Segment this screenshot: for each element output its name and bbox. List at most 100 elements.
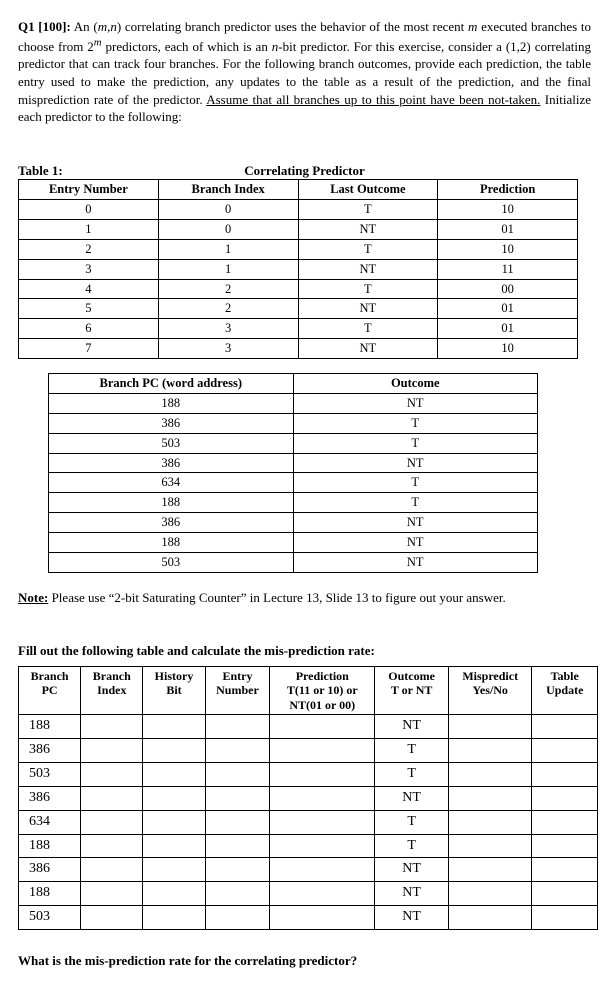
table-row: 188NT [19, 882, 598, 906]
table-cell [448, 810, 532, 834]
table-cell [448, 858, 532, 882]
table-cell [81, 786, 143, 810]
problem-statement: Q1 [100]: An (m,n) correlating branch pr… [18, 18, 591, 126]
table-row: 42T00 [19, 279, 578, 299]
table-cell: NT [293, 393, 538, 413]
table-cell [205, 762, 270, 786]
table-cell [270, 810, 375, 834]
table-cell: NT [375, 715, 449, 739]
table-cell: 10 [438, 339, 578, 359]
table-cell [81, 834, 143, 858]
t3-h-bi: BranchIndex [81, 666, 143, 714]
table-cell [448, 882, 532, 906]
table-cell: 2 [158, 299, 298, 319]
table-cell: 2 [19, 239, 159, 259]
table-cell: 3 [158, 319, 298, 339]
table-row: 63T01 [19, 319, 578, 339]
t1-h0: Entry Number [19, 180, 159, 200]
table-cell [143, 858, 205, 882]
table-cell: NT [298, 299, 438, 319]
table-cell [270, 738, 375, 762]
table-cell [532, 762, 598, 786]
table-row: 386NT [19, 858, 598, 882]
table-cell [532, 834, 598, 858]
note-line: Note: Please use “2-bit Saturating Count… [18, 589, 591, 607]
table-cell: 5 [19, 299, 159, 319]
table-cell: 188 [49, 493, 294, 513]
table-cell: T [298, 279, 438, 299]
table-cell: 1 [158, 239, 298, 259]
t3-h-mis: MispredictYes/No [448, 666, 532, 714]
table-cell [81, 858, 143, 882]
table-cell [143, 715, 205, 739]
table-cell [532, 906, 598, 930]
table-cell: NT [375, 882, 449, 906]
table-cell: T [298, 319, 438, 339]
table-cell [81, 762, 143, 786]
table-cell: 386 [49, 453, 294, 473]
table-cell: T [375, 738, 449, 762]
table-cell [205, 715, 270, 739]
table1-caption-left: Table 1: [18, 162, 138, 180]
table-row: 503 T [19, 762, 598, 786]
table-cell [270, 882, 375, 906]
table-cell: T [375, 834, 449, 858]
table-cell: T [298, 200, 438, 220]
table-cell [270, 786, 375, 810]
table-cell [532, 715, 598, 739]
table-cell [143, 882, 205, 906]
table-cell [205, 882, 270, 906]
table-cell: 188 [49, 533, 294, 553]
table-row: 52NT01 [19, 299, 578, 319]
table-cell: NT [375, 906, 449, 930]
table-cell: T [298, 239, 438, 259]
table-row: 503NT [19, 906, 598, 930]
table-cell: 188 [19, 715, 81, 739]
table-cell: 0 [158, 219, 298, 239]
table-cell [205, 810, 270, 834]
note-prefix: Note: [18, 590, 48, 605]
table-cell: T [293, 473, 538, 493]
table-cell: 503 [19, 762, 81, 786]
table-cell: 386 [19, 786, 81, 810]
table-cell [270, 906, 375, 930]
table-cell [205, 738, 270, 762]
table2-header-row: Branch PC (word address) Outcome [49, 374, 538, 394]
table-cell: 4 [19, 279, 159, 299]
t3-h-out: OutcomeT or NT [375, 666, 449, 714]
table-cell [81, 882, 143, 906]
t1-h3: Prediction [438, 180, 578, 200]
t3-h-upd: TableUpdate [532, 666, 598, 714]
table-cell [448, 786, 532, 810]
table-cell [270, 834, 375, 858]
note-text: Please use “2-bit Saturating Counter” in… [48, 590, 505, 605]
table-cell [143, 786, 205, 810]
table-row: 188T [49, 493, 538, 513]
table-cell: NT [293, 453, 538, 473]
table-cell: 503 [49, 433, 294, 453]
t2-h1: Outcome [293, 374, 538, 394]
table-cell [205, 906, 270, 930]
table-cell: NT [293, 513, 538, 533]
table-row: 21T10 [19, 239, 578, 259]
answer-table: BranchPC BranchIndex HistoryBit EntryNum… [18, 666, 598, 930]
table-cell: 188 [49, 393, 294, 413]
table1-header-row: Entry Number Branch Index Last Outcome P… [19, 180, 578, 200]
t3-h-pred: PredictionT(11 or 10) orNT(01 or 00) [270, 666, 375, 714]
table-cell: 01 [438, 219, 578, 239]
table-cell [270, 762, 375, 786]
table-cell: 00 [438, 279, 578, 299]
table-row: 503NT [49, 552, 538, 572]
table-row: 73NT10 [19, 339, 578, 359]
t3-h-hb: HistoryBit [143, 666, 205, 714]
table-row: 386T [19, 738, 598, 762]
table-cell: NT [375, 858, 449, 882]
t1-h2: Last Outcome [298, 180, 438, 200]
table1-caption: Table 1: Correlating Predictor [18, 162, 591, 180]
table-cell [532, 738, 598, 762]
table1-caption-center: Correlating Predictor [138, 162, 591, 180]
table-row: 188 NT [19, 715, 598, 739]
table-cell: 386 [49, 513, 294, 533]
table-cell: 2 [158, 279, 298, 299]
table-cell: T [375, 762, 449, 786]
